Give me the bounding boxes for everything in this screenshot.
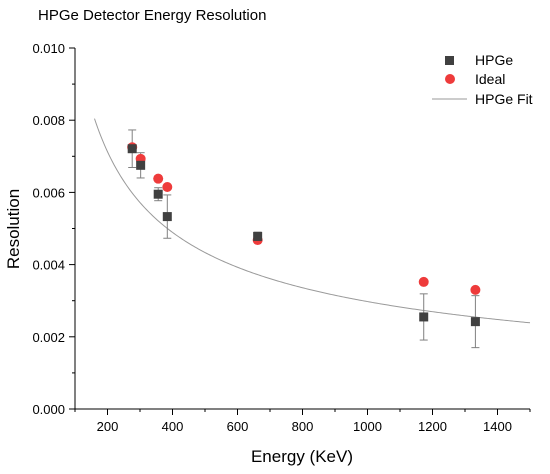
legend-ideal-label: Ideal [475,71,505,87]
ideal-point [470,284,481,295]
x-ticks: 200 400 600 800 1000 1200 1400 [74,409,531,434]
hpge-series [127,144,480,327]
y-axis-label: Resolution [4,189,23,269]
y-tick-label: 0.006 [32,185,65,200]
x-tick-label: 400 [162,419,184,434]
hpge-point [162,212,172,222]
y-tick-label: 0.004 [32,258,65,273]
x-tick-label: 200 [97,419,119,434]
y-tick-label: 0.010 [32,41,65,56]
x-tick-label: 1200 [418,419,447,434]
ideal-point [162,181,173,192]
legend: HPGe Ideal HPGe Fit [432,52,533,107]
hpge-point [419,312,429,322]
hpge-point [470,317,480,327]
x-tick-label: 600 [227,419,249,434]
hpge-point [153,189,163,199]
y-tick-label: 0.000 [32,402,65,417]
x-axis-label: Energy (KeV) [251,447,353,466]
ideal-point [418,276,429,287]
y-tick-label: 0.008 [32,113,65,128]
x-tick-label: 800 [292,419,314,434]
x-tick-label: 1000 [353,419,382,434]
chart-title: HPGe Detector Energy Resolution [38,7,266,24]
legend-fit-label: HPGe Fit [475,91,533,107]
hpge-point [253,231,263,241]
hpge-point [136,160,146,170]
x-tick-label: 1400 [483,419,512,434]
ideal-point [153,173,164,184]
legend-ideal-marker [445,74,455,84]
y-tick-label: 0.002 [32,330,65,345]
legend-hpge-marker [445,56,454,65]
y-ticks: 0.000 0.002 0.004 0.006 0.008 0.010 [32,41,75,417]
legend-hpge-label: HPGe [475,52,513,68]
hpge-point [127,144,137,154]
